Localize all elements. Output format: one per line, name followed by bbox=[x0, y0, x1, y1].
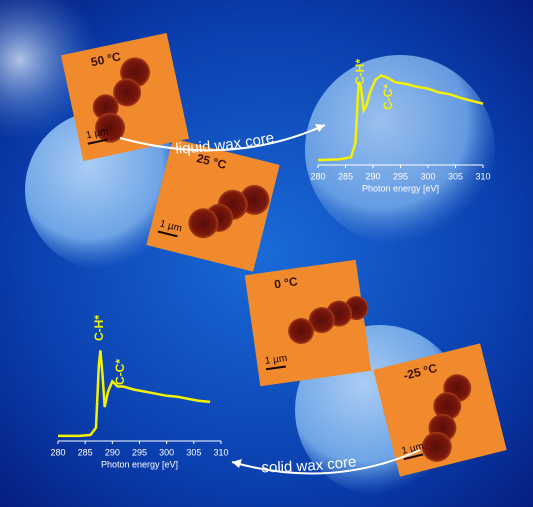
x-tick-label: 285 bbox=[338, 171, 353, 181]
x-tick-label: 310 bbox=[475, 171, 490, 181]
peak-label: C-H* bbox=[353, 59, 367, 85]
x-tick-label: 280 bbox=[50, 447, 65, 457]
x-tick-label: 295 bbox=[132, 447, 147, 457]
page: 280 285 290 295 300 305 310 Photon energy [eV] C… bbox=[0, 0, 533, 507]
peak-label: C-C* bbox=[113, 359, 127, 385]
micrograph: 50 °C1 µm bbox=[61, 33, 189, 161]
peak-label: C-C* bbox=[381, 84, 395, 110]
x-axis-label: Photon energy [eV] bbox=[362, 183, 439, 193]
x-tick-label: 300 bbox=[159, 447, 174, 457]
x-tick-label: 290 bbox=[365, 171, 380, 181]
x-tick-label: 290 bbox=[105, 447, 120, 457]
x-tick-label: 300 bbox=[420, 171, 435, 181]
peak-label: C-H* bbox=[92, 315, 106, 341]
x-tick-label: 295 bbox=[393, 171, 408, 181]
x-tick-label: 305 bbox=[448, 171, 463, 181]
x-tick-label: 310 bbox=[213, 447, 228, 457]
micrograph: 0 °C1 µm bbox=[245, 259, 377, 386]
figure: 280 285 290 295 300 305 310 Photon energy [eV] C… bbox=[0, 0, 533, 507]
x-tick-label: 285 bbox=[78, 447, 93, 457]
x-tick-label: 280 bbox=[310, 171, 325, 181]
x-axis-label: Photon energy [eV] bbox=[101, 459, 178, 469]
x-tick-label: 305 bbox=[186, 447, 201, 457]
